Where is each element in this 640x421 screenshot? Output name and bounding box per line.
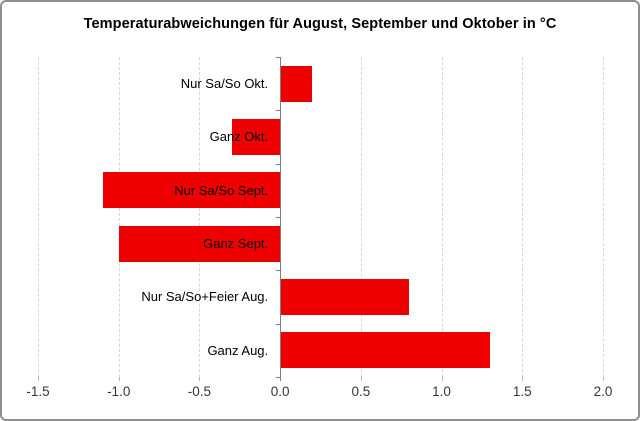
- x-tick-label: 1.5: [512, 384, 532, 399]
- x-tick-label: 1.0: [432, 384, 451, 399]
- x-tick-label: -0.5: [187, 384, 212, 399]
- x-axis-tick: [199, 377, 201, 381]
- category-axis-tick: [276, 110, 281, 112]
- x-tick-label: -1.5: [26, 384, 50, 399]
- x-axis-tick: [118, 377, 120, 381]
- gridline: [118, 57, 120, 377]
- gridline: [603, 57, 604, 377]
- chart-title: Temperaturabweichungen für August, Septe…: [83, 16, 557, 32]
- x-tick-label: -1.0: [107, 384, 131, 399]
- category-axis-tick: [276, 57, 281, 58]
- bar-ganz-okt-: [231, 119, 281, 155]
- bar-ganz-sept-: [118, 225, 281, 262]
- gridline: [360, 57, 362, 377]
- category-label: Ganz Sept.: [203, 236, 269, 251]
- x-axis-tick: [441, 377, 443, 381]
- bar-nur-sa-so-sept-: [102, 172, 281, 209]
- category-axis-line: [280, 57, 282, 381]
- x-tick-label: 0.0: [270, 384, 290, 399]
- bar-nur-sa-so-feier-aug-: [280, 279, 410, 315]
- gridline: [38, 57, 39, 377]
- category-label: Nur Sa/So Sept.: [174, 182, 269, 198]
- x-axis-tick: [38, 377, 39, 381]
- category-label: Nur Sa/So Okt.: [180, 76, 269, 91]
- category-axis-tick: [276, 323, 281, 325]
- category-axis-tick: [276, 377, 281, 378]
- bar-ganz-aug-: [280, 332, 490, 369]
- bar-nur-sa-so-okt-: [280, 65, 313, 102]
- x-axis-tick: [360, 377, 362, 381]
- category-label: Nur Sa/So+Feier Aug.: [141, 289, 269, 305]
- category-axis-tick: [276, 217, 281, 218]
- category-label: Ganz Okt.: [209, 129, 269, 145]
- gridline: [522, 57, 524, 377]
- gridline: [199, 57, 201, 377]
- x-tick-label: 2.0: [593, 384, 613, 399]
- x-tick-label: 0.5: [351, 384, 371, 399]
- category-label: Ganz Aug.: [207, 342, 269, 358]
- x-axis-tick: [522, 377, 524, 381]
- category-axis-tick: [276, 163, 281, 165]
- x-axis-tick: [603, 377, 604, 381]
- category-axis-tick: [276, 270, 281, 272]
- gridline: [441, 57, 443, 377]
